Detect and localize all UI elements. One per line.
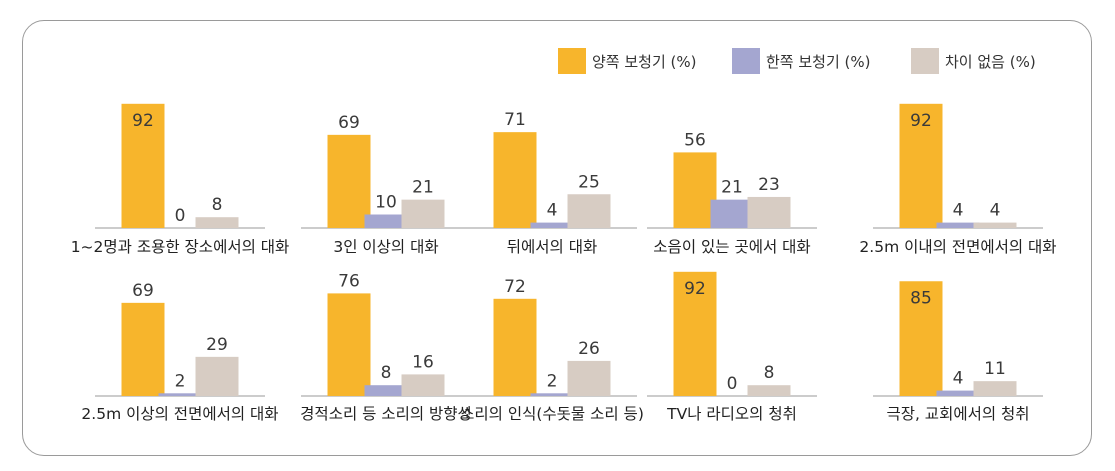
value-label-unilateral: 21: [721, 178, 743, 198]
bar-bilateral: [899, 281, 943, 396]
legend-label-bilateral: 양쪽 보청기 (%): [592, 53, 697, 71]
chart-panels: 92 0 8 1~2명과 조용한 장소에서의 대화 69 10 21 3인 이상의 대화 71 4…: [71, 103, 1057, 423]
value-label-no_difference: 26: [578, 339, 600, 359]
bar-unilateral: [158, 393, 202, 396]
panel-2: 69 10 21 3인 이상의 대화: [301, 113, 471, 256]
value-label-bilateral: 76: [338, 271, 360, 291]
value-label-unilateral: 8: [381, 363, 392, 383]
value-label-bilateral: 56: [684, 130, 706, 150]
bar-no_difference: [747, 196, 791, 228]
panel-3: 71 4 25 뒤에서의 대화: [467, 110, 637, 256]
value-label-no_difference: 8: [212, 195, 223, 215]
panel-6: 69 2 29 2.5m 이상의 전면에서의 대화: [81, 281, 278, 423]
value-label-no_difference: 4: [990, 201, 1001, 221]
chart-frame: [22, 20, 1092, 456]
bar-bilateral: [673, 271, 717, 396]
bar-no_difference: [973, 381, 1017, 396]
value-label-bilateral: 69: [132, 281, 154, 301]
value-label-bilateral: 92: [684, 279, 706, 299]
bar-unilateral: [364, 385, 408, 396]
category-label: 극장, 교회에서의 청취: [886, 405, 1029, 423]
bar-bilateral: [899, 103, 943, 228]
bar-unilateral: [530, 222, 574, 228]
bar-unilateral: [364, 214, 408, 228]
legend: 양쪽 보청기 (%) 한쪽 보청기 (%) 차이 없음 (%): [558, 48, 1036, 74]
value-label-bilateral: 72: [504, 277, 526, 297]
value-label-unilateral: 4: [953, 201, 964, 221]
bar-no_difference: [195, 217, 239, 228]
bar-no_difference: [401, 374, 445, 396]
legend-label-no_difference: 차이 없음 (%): [945, 53, 1036, 71]
panel-5: 92 4 4 2.5m 이내의 전면에서의 대화: [859, 103, 1057, 256]
bar-bilateral: [327, 134, 371, 228]
bar-no_difference: [401, 199, 445, 228]
value-label-no_difference: 29: [206, 335, 228, 355]
panel-1: 92 0 8 1~2명과 조용한 장소에서의 대화: [71, 103, 290, 256]
bar-bilateral: [121, 302, 165, 396]
value-label-unilateral: 10: [375, 193, 397, 213]
value-label-unilateral: 4: [547, 201, 558, 221]
bar-bilateral: [327, 293, 371, 396]
value-label-no_difference: 21: [412, 178, 434, 198]
value-label-bilateral: 92: [132, 111, 154, 131]
category-label: TV나 라디오의 청취: [666, 405, 797, 423]
bar-bilateral: [493, 298, 537, 396]
value-label-unilateral: 2: [547, 371, 558, 391]
category-label: 소리의 인식(수돗물 소리 등): [460, 405, 644, 423]
value-label-no_difference: 25: [578, 172, 600, 192]
panel-10: 85 4 11 극장, 교회에서의 청취: [873, 281, 1043, 423]
bar-no_difference: [195, 356, 239, 396]
legend-swatch-no_difference: [911, 48, 939, 74]
legend-swatch-bilateral: [558, 48, 586, 74]
value-label-no_difference: 8: [764, 363, 775, 383]
bar-bilateral: [121, 103, 165, 228]
value-label-unilateral: 0: [727, 374, 738, 394]
bar-no_difference: [567, 194, 611, 228]
value-label-unilateral: 2: [175, 371, 186, 391]
bar-unilateral: [530, 393, 574, 396]
panel-7: 76 8 16 경적소리 등 소리의 방향성: [300, 271, 472, 423]
bar-unilateral: [936, 222, 980, 228]
value-label-bilateral: 85: [910, 288, 932, 308]
bar-unilateral: [710, 199, 754, 228]
value-label-no_difference: 16: [412, 352, 434, 372]
bar-no_difference: [973, 222, 1017, 228]
bar-unilateral: [936, 390, 980, 396]
panel-8: 72 2 26 소리의 인식(수돗물 소리 등): [460, 277, 644, 423]
category-label: 경적소리 등 소리의 방향성: [300, 405, 472, 423]
value-label-no_difference: 11: [984, 359, 1006, 379]
panel-4: 56 21 23 소음이 있는 곳에서 대화: [647, 130, 817, 256]
category-label: 2.5m 이상의 전면에서의 대화: [81, 405, 278, 423]
value-label-bilateral: 71: [504, 110, 526, 130]
legend-label-unilateral: 한쪽 보청기 (%): [766, 53, 871, 71]
value-label-bilateral: 92: [910, 111, 932, 131]
category-label: 뒤에서의 대화: [507, 238, 598, 256]
bar-bilateral: [673, 152, 717, 228]
value-label-bilateral: 69: [338, 113, 360, 133]
bar-no_difference: [747, 385, 791, 396]
category-label: 소음이 있는 곳에서 대화: [653, 238, 810, 256]
value-label-unilateral: 0: [175, 206, 186, 226]
category-label: 1~2명과 조용한 장소에서의 대화: [71, 238, 290, 256]
category-label: 3인 이상의 대화: [333, 238, 438, 256]
legend-swatch-unilateral: [732, 48, 760, 74]
bar-no_difference: [567, 360, 611, 396]
value-label-unilateral: 4: [953, 369, 964, 389]
value-label-no_difference: 23: [758, 175, 780, 195]
category-label: 2.5m 이내의 전면에서의 대화: [859, 238, 1056, 256]
bar-bilateral: [493, 132, 537, 228]
panel-9: 92 0 8 TV나 라디오의 청취: [647, 271, 817, 423]
